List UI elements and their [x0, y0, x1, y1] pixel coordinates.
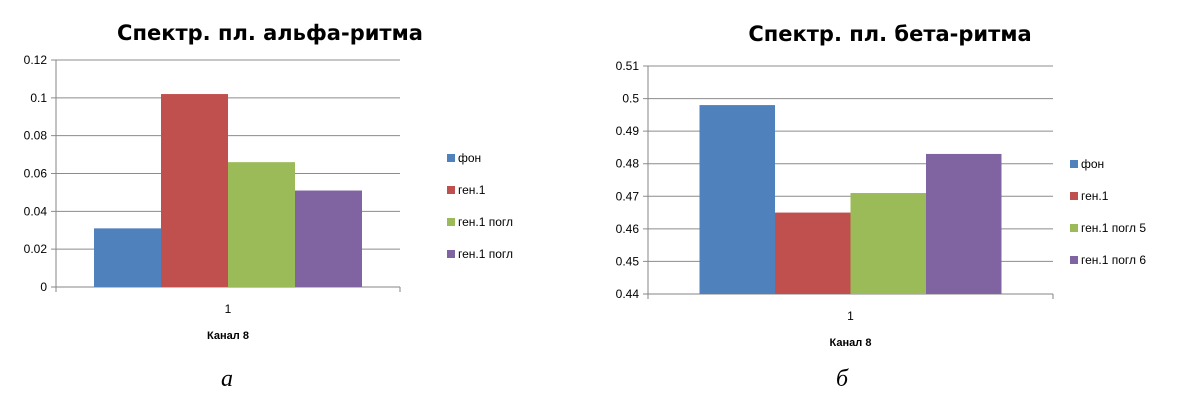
- x-tick-label: 1: [225, 302, 232, 316]
- legend-label: ген.1 погл 6: [1081, 253, 1146, 267]
- y-tick-label: 0.12: [24, 53, 48, 67]
- bar: [850, 193, 926, 294]
- alpha-chart: Спектр. пл. альфа-ритма 0 0.02 0.04 0.06 0.08…: [24, 21, 513, 342]
- legend-swatch: [447, 250, 455, 258]
- legend-label: фон: [1081, 157, 1104, 171]
- y-tick-label: 0.46: [616, 222, 640, 236]
- caption-a: а: [221, 366, 233, 392]
- y-tick-label: 0.51: [616, 59, 640, 73]
- legend-swatch: [1070, 192, 1078, 200]
- y-tick-label: 0.45: [616, 254, 640, 268]
- legend-swatch: [1070, 160, 1078, 168]
- legend-label: ген.1 погл 5: [1081, 221, 1146, 235]
- legend-swatch: [447, 154, 455, 162]
- legend-swatch: [447, 186, 455, 194]
- x-tick-label: 1: [847, 309, 854, 323]
- legend-label: ген.1: [458, 183, 486, 197]
- y-tick-label: 0.02: [24, 242, 48, 256]
- x-axis-label: Канал 8: [830, 337, 872, 349]
- bar: [94, 228, 161, 287]
- legend-label: ген.1 погл: [458, 247, 513, 261]
- bar: [161, 94, 228, 287]
- bar: [775, 212, 851, 294]
- caption-b: б: [836, 366, 849, 392]
- chart-title: Спектр. пл. альфа-ритма: [117, 21, 423, 45]
- legend-swatch: [1070, 256, 1078, 264]
- y-tick-label: 0.47: [616, 189, 640, 203]
- y-tick-label: 0.08: [24, 129, 48, 143]
- legend-label: ген.1 погл: [458, 215, 513, 229]
- y-tick-label: 0.04: [24, 204, 48, 218]
- bar: [699, 105, 775, 294]
- legend-swatch: [1070, 224, 1078, 232]
- y-tick-label: 0.1: [30, 91, 47, 105]
- alpha-chart-panel: Спектр. пл. альфа-ритма 0 0.02 0.04 0.06 0.08…: [24, 21, 513, 342]
- bar: [228, 162, 295, 287]
- y-tick-label: 0.49: [616, 124, 640, 138]
- bar: [926, 153, 1002, 294]
- x-axis-label: Канал 8: [207, 330, 249, 342]
- y-tick-label: 0.44: [616, 287, 640, 301]
- beta-chart: Спектр. пл. бета-ритма 0.44 0.45 0.46 0.47 0.…: [616, 22, 1147, 349]
- y-tick-label: 0.06: [24, 167, 48, 181]
- chart-title: Спектр. пл. бета-ритма: [748, 22, 1031, 46]
- legend-swatch: [447, 218, 455, 226]
- y-tick-label: 0: [40, 280, 47, 294]
- bar: [295, 190, 362, 287]
- y-tick-label: 0.5: [622, 92, 639, 106]
- y-tick-label: 0.48: [616, 157, 640, 171]
- beta-chart-panel: Спектр. пл. бета-ритма 0.44 0.45 0.46 0.47 0.…: [575, 0, 1181, 401]
- legend-label: фон: [458, 151, 481, 165]
- legend-label: ген.1: [1081, 189, 1109, 203]
